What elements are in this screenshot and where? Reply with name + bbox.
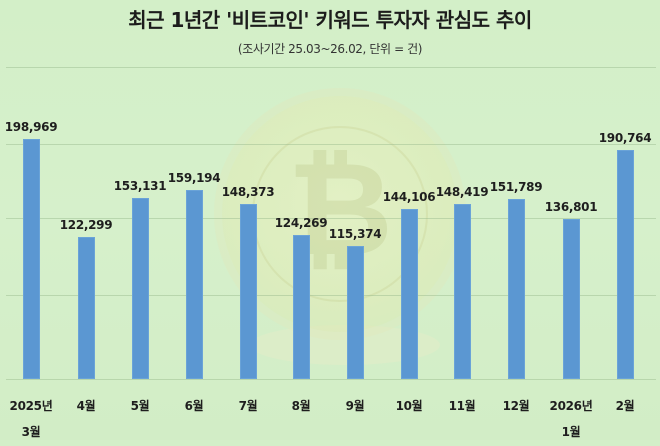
data-label: 124,269 [274, 216, 328, 230]
bar [23, 139, 40, 379]
x-axis-label: 9월 [345, 399, 365, 413]
bar [132, 198, 149, 379]
bar [508, 199, 525, 379]
x-axis-label: 11월 [448, 399, 476, 413]
gridline [6, 295, 656, 296]
x-axis-label: 7월 [238, 399, 258, 413]
x-axis-label: 4월 [76, 399, 96, 413]
data-label: 115,374 [328, 227, 382, 241]
x-axis-label: 8월 [291, 399, 311, 413]
x-axis-label: 5월 [130, 399, 150, 413]
bar [563, 219, 580, 379]
bitcoin-coin-icon: ₿ [222, 96, 458, 332]
data-label: 122,299 [59, 218, 113, 232]
x-axis-label: 2월 [615, 399, 635, 413]
data-label: 144,106 [382, 190, 436, 204]
bar [401, 209, 418, 379]
data-label: 136,801 [544, 200, 598, 214]
bar [78, 237, 95, 379]
gridline [6, 144, 656, 145]
data-label: 198,969 [4, 120, 58, 134]
x-axis-label: 12월 [502, 399, 530, 413]
x-axis-label: 10월 [395, 399, 423, 413]
gridline [6, 67, 656, 68]
bar [293, 235, 310, 379]
bitcoin-symbol-icon: ₿ [287, 133, 393, 285]
x-axis-label-line2: 3월 [21, 425, 41, 439]
data-label: 190,764 [598, 131, 652, 145]
bar [186, 190, 203, 379]
bar [347, 246, 364, 379]
x-axis-baseline [6, 379, 656, 380]
data-label: 148,419 [435, 185, 489, 199]
data-label: 159,194 [167, 171, 221, 185]
bar [240, 204, 257, 379]
data-label: 153,131 [113, 179, 167, 193]
chart-subtitle: (조사기간 25.03~26.02, 단위 = 건) [237, 42, 423, 56]
x-axis-label: 2026년 [549, 399, 593, 413]
bar [617, 150, 634, 379]
bar [454, 204, 471, 379]
chart-title: 최근 1년간 '비트코인' 키워드 투자자 관심도 추이 [128, 8, 532, 32]
x-axis-label: 2025년 [9, 399, 53, 413]
data-label: 151,789 [489, 180, 543, 194]
gridline [6, 218, 656, 219]
x-axis-label-line2: 1월 [561, 425, 581, 439]
data-label: 148,373 [221, 185, 275, 199]
x-axis-label: 6월 [184, 399, 204, 413]
